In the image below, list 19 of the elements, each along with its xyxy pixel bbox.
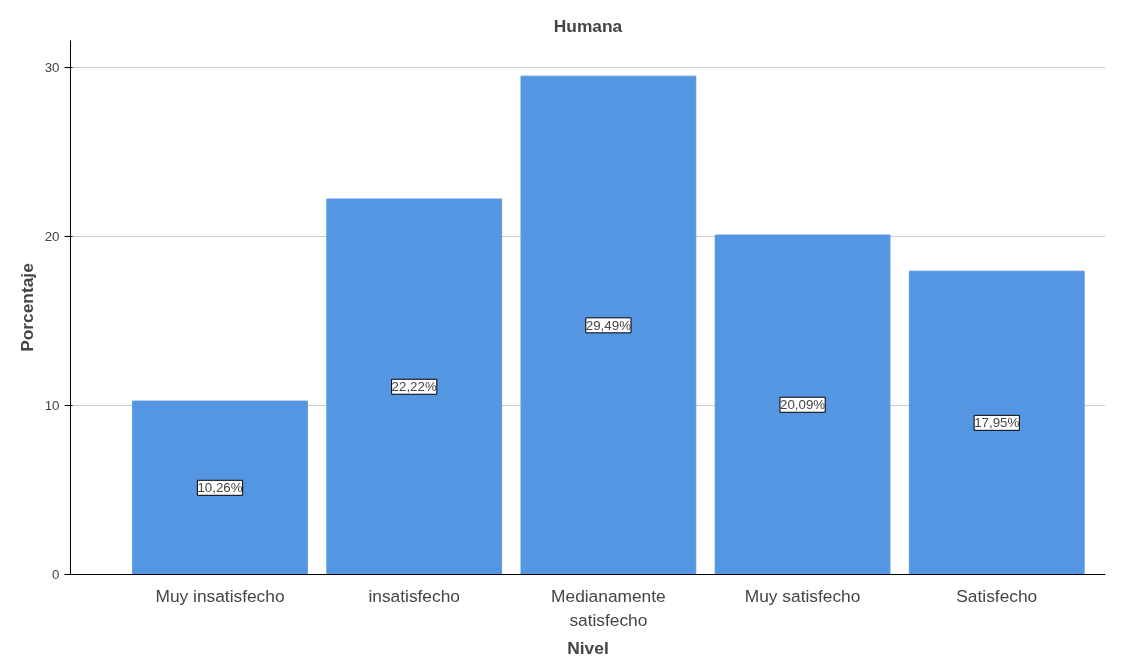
bar: [520, 75, 697, 575]
chart-title: Humana: [553, 15, 623, 36]
x-tick-label: Satisfecho: [956, 585, 1038, 606]
bar: [908, 270, 1085, 575]
y-tick-label: 10: [44, 398, 60, 414]
y-tick-label: 0: [52, 567, 60, 582]
x-tick-label: insatisfecho: [368, 585, 460, 606]
x-tick-label: Medianamente satisfecho: [551, 585, 666, 630]
data-label: 17,95%: [974, 415, 1020, 431]
y-tick-label: 20: [44, 229, 60, 245]
bar: [714, 234, 891, 575]
x-tick-label: Muy satisfecho: [744, 585, 861, 606]
bar: [132, 400, 308, 575]
x-axis-title: Nivel: [567, 637, 609, 658]
y-axis-title: Porcentaje: [16, 262, 37, 352]
x-tick-label: Muy insatisfecho: [155, 585, 285, 606]
bar: [326, 198, 503, 575]
y-tick-label: 30: [44, 60, 60, 76]
data-label: 10,26%: [197, 480, 243, 496]
